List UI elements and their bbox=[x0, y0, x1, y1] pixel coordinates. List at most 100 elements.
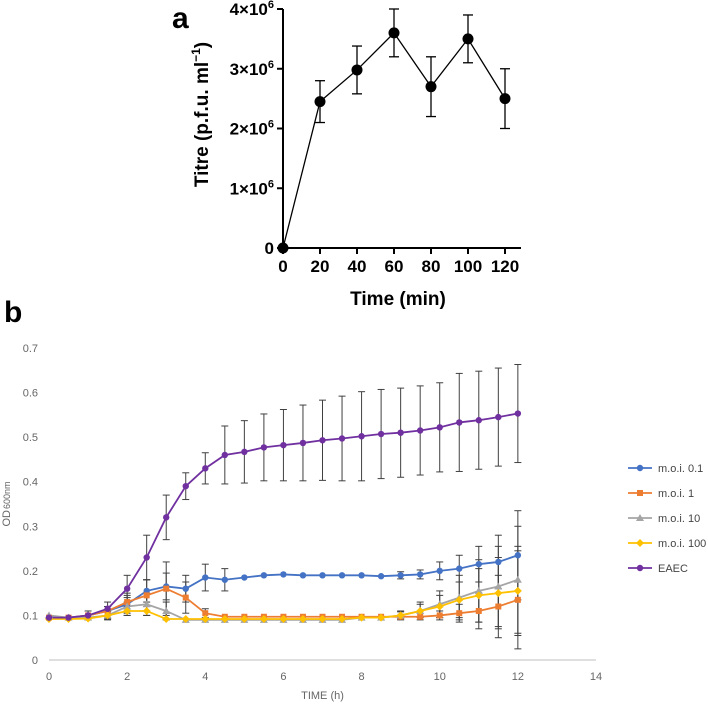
panel-b-x-tick-label: 14 bbox=[590, 671, 602, 683]
panel-b-point-m-o-i-100 bbox=[259, 614, 268, 623]
panel-b-point-m-o-i-1 bbox=[163, 585, 170, 592]
panel-b-point-m-o-i-0-1 bbox=[221, 576, 229, 583]
panel-b-point-eaec bbox=[65, 614, 72, 621]
panel-b-point-m-o-i-0-1 bbox=[416, 571, 424, 578]
panel-b-legend-item-m-o-i-100: m.o.i. 100 bbox=[628, 538, 706, 550]
panel-b-point-eaec bbox=[84, 612, 92, 619]
panel-b-x-tick-label: 0 bbox=[46, 671, 52, 683]
panel-b-point-m-o-i-0-1 bbox=[319, 572, 326, 579]
panel-b-legend-item-m-o-i-1: m.o.i. 1 bbox=[628, 488, 694, 500]
panel-a-x-tick-label: 0 bbox=[278, 257, 287, 276]
panel-b-legend-item-m-o-i-10: m.o.i. 10 bbox=[628, 513, 700, 525]
panel-b-point-m-o-i-10 bbox=[513, 575, 522, 583]
panel-b-point-m-o-i-1 bbox=[475, 607, 482, 614]
panel-b-point-m-o-i-10 bbox=[474, 586, 483, 594]
panel-b-point-m-o-i-0-1 bbox=[241, 574, 248, 581]
panel-b-point-m-o-i-100 bbox=[435, 602, 444, 611]
panel-b-point-m-o-i-10 bbox=[142, 600, 151, 608]
panel-a-y-tick-label: 2×106 bbox=[230, 119, 274, 139]
panel-b-point-eaec bbox=[202, 465, 209, 472]
panel-a-x-tick-label: 120 bbox=[491, 257, 519, 276]
panel-b-point-m-o-i-100 bbox=[357, 613, 366, 622]
panel-b-y-tick-label: 0.3 bbox=[23, 521, 38, 533]
panel-b-point-eaec bbox=[163, 514, 170, 521]
panel-a-data-point bbox=[462, 33, 474, 45]
panel-b-point-m-o-i-0-1 bbox=[182, 585, 189, 592]
legend-swatch-marker bbox=[637, 490, 643, 496]
panel-b-y-tick-label: 0.7 bbox=[23, 343, 38, 355]
panel-a-y-axis-label: Titre (p.f.u. ml−1) bbox=[189, 42, 213, 187]
panel-b-y-tick-label: 0 bbox=[32, 655, 38, 667]
panel-b-point-eaec bbox=[338, 435, 346, 442]
panel-b-point-m-o-i-100 bbox=[513, 586, 522, 595]
panel-b-point-eaec bbox=[143, 554, 150, 561]
panel-a-data-point bbox=[499, 93, 511, 105]
panel-b-chart: 0 2 4 6 8 10 12 14 0 0.1 0.2 0.3 0.4 0.5 0.6 0.7 TIME … bbox=[1, 343, 706, 702]
panel-b-point-m-o-i-100 bbox=[377, 613, 386, 622]
panel-b-point-eaec bbox=[377, 430, 385, 438]
panel-b-point-eaec bbox=[280, 441, 287, 449]
panel-b-point-m-o-i-100 bbox=[220, 614, 229, 623]
panel-b-point-m-o-i-1 bbox=[202, 610, 209, 617]
panel-b-point-m-o-i-1 bbox=[124, 599, 131, 606]
panel-b-y-tick-label: 0.6 bbox=[23, 388, 38, 400]
panel-b-x-axis-label: TIME (h) bbox=[301, 690, 344, 702]
panel-a-series-line bbox=[282, 31, 506, 249]
panel-b-point-eaec bbox=[397, 429, 404, 436]
panel-b-point-eaec bbox=[123, 585, 131, 592]
panel-b-point-eaec bbox=[241, 448, 248, 456]
panel-b-series-line-m-o-i-0-1 bbox=[49, 554, 519, 619]
panel-b-point-m-o-i-100 bbox=[181, 614, 190, 623]
panel-b-point-m-o-i-0-1 bbox=[514, 552, 522, 559]
panel-b-point-m-o-i-0-1 bbox=[495, 558, 502, 566]
panel-b-point-m-o-i-100 bbox=[494, 589, 503, 598]
panel-b-point-m-o-i-1 bbox=[514, 596, 521, 603]
panel-a-y-tick-label: 1×106 bbox=[230, 178, 274, 198]
panel-b-point-m-o-i-100 bbox=[240, 614, 249, 623]
panel-b-y-tick-label: 0.2 bbox=[23, 566, 38, 578]
panel-b-point-m-o-i-10 bbox=[494, 582, 503, 590]
panel-b-point-m-o-i-100 bbox=[123, 606, 132, 615]
panel-b-point-m-o-i-100 bbox=[416, 606, 425, 615]
panel-b-point-eaec bbox=[319, 437, 326, 444]
panel-a-y-tick-label: 0 bbox=[265, 239, 274, 258]
panel-b-legend: m.o.i. 0.1 m.o.i. 1 m.o.i. 10 m.o.i. 100 EAE… bbox=[628, 463, 706, 575]
panel-b-y-tick-label: 0.5 bbox=[23, 432, 38, 444]
panel-b-point-eaec bbox=[45, 614, 53, 621]
panel-b-point-m-o-i-1 bbox=[417, 613, 424, 620]
legend-label: m.o.i. 1 bbox=[658, 488, 694, 500]
panel-b-point-m-o-i-0-1 bbox=[280, 571, 287, 578]
panel-b-point-m-o-i-0-1 bbox=[397, 572, 404, 579]
panel-b-y-axis-label: OD600nm bbox=[1, 481, 13, 526]
panel-a-data-point bbox=[425, 81, 437, 93]
legend-label: m.o.i. 100 bbox=[658, 538, 706, 550]
panel-b-point-m-o-i-1 bbox=[436, 612, 443, 619]
panel-b-point-eaec bbox=[358, 433, 365, 440]
panel-a-y-tick-label: 3×106 bbox=[230, 59, 274, 79]
panel-b-point-eaec bbox=[456, 419, 463, 426]
legend-label: m.o.i. 0.1 bbox=[658, 463, 703, 475]
panel-b-point-eaec bbox=[299, 439, 307, 447]
panel-b-y-tick-label: 0.1 bbox=[23, 610, 38, 622]
panel-b-point-eaec bbox=[416, 427, 424, 434]
panel-b-point-m-o-i-100 bbox=[103, 611, 112, 620]
panel-b-point-m-o-i-100 bbox=[455, 595, 464, 604]
panel-b-y-tick-label: 0.4 bbox=[23, 477, 38, 489]
panel-b-point-m-o-i-100 bbox=[396, 611, 405, 620]
panel-b-point-m-o-i-100 bbox=[201, 614, 210, 623]
panel-b-point-m-o-i-0-1 bbox=[260, 572, 268, 579]
panel-b-point-eaec bbox=[495, 413, 502, 421]
legend-swatch-marker bbox=[636, 514, 644, 521]
panel-a-chart: 0 20 40 60 80 100 120 0 1×106 2×106 3×106 4×106 Ti… bbox=[189, 0, 521, 310]
panel-b-x-tick-label: 12 bbox=[512, 671, 524, 683]
panel-b-point-m-o-i-0-1 bbox=[475, 560, 482, 568]
panel-b-point-m-o-i-0-1 bbox=[456, 565, 463, 572]
panel-a-label: a bbox=[172, 2, 189, 35]
panel-b-point-m-o-i-100 bbox=[142, 606, 151, 615]
panel-b-label: b bbox=[4, 296, 22, 329]
panel-b-legend-item-eaec: EAEC bbox=[628, 563, 688, 575]
panel-b-point-eaec bbox=[436, 424, 443, 431]
panel-a-x-tick-label: 100 bbox=[454, 257, 482, 276]
panel-b-point-m-o-i-1 bbox=[495, 603, 502, 610]
